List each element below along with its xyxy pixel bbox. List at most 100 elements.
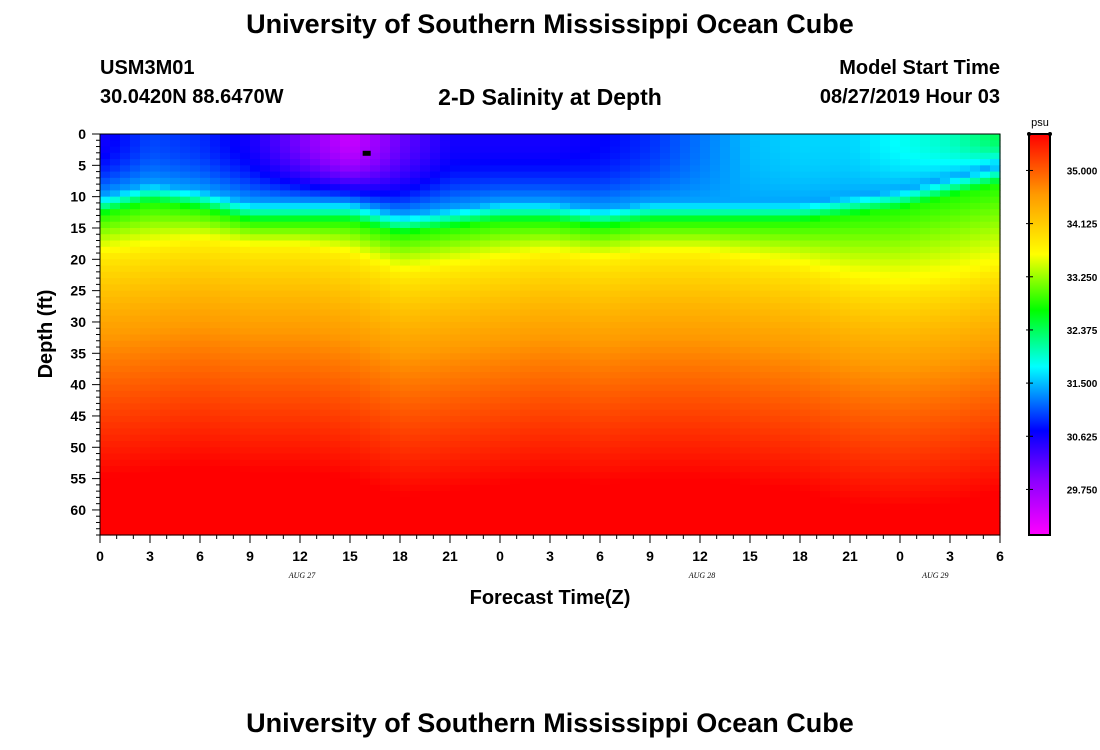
heatmap-cell xyxy=(790,434,801,442)
heatmap-cell xyxy=(260,246,271,254)
heatmap-cell xyxy=(860,472,871,480)
heatmap-cell xyxy=(490,340,501,348)
heatmap-cell xyxy=(680,303,691,311)
heatmap-cell xyxy=(200,271,211,279)
heatmap-cell xyxy=(160,422,171,430)
heatmap-cell xyxy=(500,378,511,386)
heatmap-cell xyxy=(480,284,491,292)
heatmap-cell xyxy=(120,403,131,411)
heatmap-cell xyxy=(490,447,501,455)
heatmap-cell xyxy=(650,290,661,298)
heatmap-cell xyxy=(260,227,271,235)
heatmap-cell xyxy=(570,409,581,417)
heatmap-cell xyxy=(400,428,411,436)
heatmap-cell xyxy=(690,365,701,373)
heatmap-cell xyxy=(670,453,681,461)
heatmap-cell xyxy=(380,227,391,235)
heatmap-cell xyxy=(360,146,371,154)
heatmap-cell xyxy=(660,165,671,173)
heatmap-cell xyxy=(300,353,311,361)
heatmap-cell xyxy=(540,321,551,329)
heatmap-cell xyxy=(300,528,311,536)
heatmap-cell xyxy=(260,503,271,511)
heatmap-cell xyxy=(160,434,171,442)
heatmap-cell xyxy=(520,278,531,285)
heatmap-cell xyxy=(810,466,821,473)
heatmap-cell xyxy=(270,234,281,242)
heatmap-cell xyxy=(730,196,741,204)
heatmap-cell xyxy=(870,372,881,379)
heatmap-cell xyxy=(690,422,701,430)
heatmap-cell xyxy=(760,234,771,242)
heatmap-cell xyxy=(380,334,391,342)
heatmap-cell xyxy=(110,253,121,260)
heatmap-cell xyxy=(660,184,671,191)
heatmap-cell xyxy=(870,390,881,398)
heatmap-cell xyxy=(520,353,531,361)
heatmap-cell xyxy=(100,434,111,442)
heatmap-cell xyxy=(450,196,461,204)
heatmap-cell xyxy=(110,290,121,298)
heatmap-cell xyxy=(670,334,681,342)
heatmap-cell xyxy=(780,271,791,279)
heatmap-cell xyxy=(840,491,851,499)
heatmap-cell xyxy=(550,378,561,386)
heatmap-cell xyxy=(500,447,511,455)
heatmap-cell xyxy=(570,491,581,499)
heatmap-cell xyxy=(670,202,681,210)
heatmap-cell xyxy=(440,202,451,210)
heatmap-cell xyxy=(510,491,521,499)
heatmap-cell xyxy=(490,353,501,361)
heatmap-cell xyxy=(320,390,331,398)
heatmap-cell xyxy=(800,340,811,348)
heatmap-cell xyxy=(840,484,851,492)
heatmap-cell xyxy=(510,146,521,154)
heatmap-cell xyxy=(330,278,341,285)
heatmap-cell xyxy=(610,196,621,204)
heatmap-cell xyxy=(600,259,611,267)
heatmap-cell xyxy=(290,184,301,191)
heatmap-cell xyxy=(180,459,191,467)
heatmap-cell xyxy=(420,466,431,473)
heatmap-cell xyxy=(100,259,111,267)
heatmap-cell xyxy=(410,165,421,173)
heatmap-cell xyxy=(410,259,421,267)
heatmap-cell xyxy=(590,290,601,298)
heatmap-cell xyxy=(690,328,701,336)
heatmap-cell xyxy=(770,528,781,536)
heatmap-cell xyxy=(100,303,111,311)
heatmap-cell xyxy=(510,240,521,248)
heatmap-cell xyxy=(160,146,171,154)
heatmap-cell xyxy=(280,334,291,342)
heatmap-cell xyxy=(180,159,191,166)
heatmap-cell xyxy=(620,478,631,486)
heatmap-cell xyxy=(250,221,261,229)
heatmap-cell xyxy=(240,472,251,480)
heatmap-cell xyxy=(180,309,191,317)
heatmap-cell xyxy=(520,152,531,160)
heatmap-cell xyxy=(840,265,851,273)
heatmap-cell xyxy=(500,152,511,160)
heatmap-cell xyxy=(300,441,311,448)
heatmap-cell xyxy=(470,359,481,367)
heatmap-cell xyxy=(200,347,211,354)
heatmap-cell xyxy=(450,516,461,524)
heatmap-cell xyxy=(830,522,841,530)
heatmap-cell xyxy=(490,234,501,242)
heatmap-cell xyxy=(770,334,781,342)
heatmap-cell xyxy=(380,146,391,154)
heatmap-cell xyxy=(470,196,481,204)
heatmap-cell xyxy=(480,134,491,141)
heatmap-cell xyxy=(750,328,761,336)
heatmap-cell xyxy=(750,184,761,191)
heatmap-cell xyxy=(420,196,431,204)
heatmap-cell xyxy=(350,516,361,524)
heatmap-cell xyxy=(630,246,641,254)
heatmap-cell xyxy=(690,503,701,511)
heatmap-cell xyxy=(240,328,251,336)
heatmap-cell xyxy=(390,284,401,292)
heatmap-cell xyxy=(590,365,601,373)
heatmap-cell xyxy=(340,240,351,248)
heatmap-cell xyxy=(110,328,121,336)
heatmap-cell xyxy=(390,209,401,217)
